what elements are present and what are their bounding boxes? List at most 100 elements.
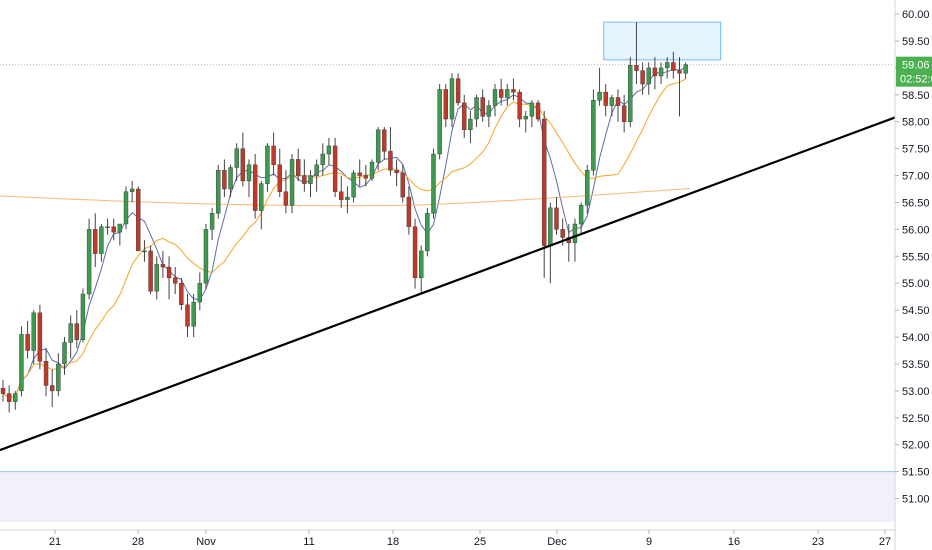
y-tick-label: 51.00 (902, 494, 930, 506)
candle-body (50, 385, 55, 392)
candle-body (222, 169, 227, 190)
candle-body (191, 301, 196, 327)
candle-body (652, 67, 658, 77)
candle-body (117, 223, 123, 233)
candle-body (671, 62, 676, 71)
y-tick-label: 52.50 (902, 413, 930, 425)
candle-body (498, 89, 504, 98)
x-tick-label: 28 (132, 536, 144, 548)
candle-body (314, 164, 319, 176)
candle-body (62, 342, 67, 365)
candle-body (13, 393, 18, 402)
candle-body (357, 172, 362, 176)
y-tick-label: 55.50 (902, 251, 930, 263)
y-tick-label: 57.00 (902, 171, 930, 183)
y-tick-label: 58.00 (902, 117, 930, 129)
candle-body (0, 387, 6, 394)
candle-body (6, 393, 12, 402)
candle-body (56, 363, 61, 392)
candle-body (634, 65, 639, 71)
candle-body (136, 188, 141, 252)
candle-body (111, 226, 116, 233)
candle-body (129, 188, 135, 192)
price-badges-layer: 59.06 02:52:06 (896, 56, 932, 87)
candle-body (166, 266, 172, 279)
candle-body (603, 91, 608, 106)
candle-body (425, 213, 430, 252)
candle-body (591, 100, 596, 171)
last-price-badge (896, 56, 932, 87)
candle-body (320, 153, 325, 165)
candle-body (406, 196, 412, 227)
candle-body (25, 334, 30, 351)
candle-body (449, 78, 455, 120)
candle-body (375, 129, 381, 163)
x-tick-label: 23 (812, 536, 824, 548)
candle-body (308, 175, 313, 184)
candle-body (683, 64, 688, 74)
x-tick-label: 18 (387, 536, 399, 548)
candle-body (578, 204, 584, 225)
candle-body (363, 175, 369, 179)
candle-body (37, 312, 43, 362)
candle-body (240, 148, 246, 182)
y-tick-label: 55.00 (902, 278, 930, 290)
countdown-timer: 02:52:06 (900, 74, 932, 86)
candle-body (296, 159, 301, 176)
candle-body (154, 264, 159, 292)
candle-body (203, 229, 209, 284)
candle-body (621, 105, 627, 122)
candle-body (492, 89, 498, 106)
x-tick-label: 11 (303, 536, 314, 548)
candle-body (455, 78, 461, 104)
candle-body (197, 283, 203, 303)
candle-body (148, 250, 153, 292)
candle-body (339, 191, 344, 200)
candle-body (609, 97, 615, 106)
candle-body (382, 129, 387, 152)
candle-body (283, 191, 289, 206)
candle-body (43, 361, 49, 386)
moving-averages-layer (0, 67, 691, 399)
candle-body (105, 226, 110, 228)
candle-body (615, 97, 621, 106)
candle-body (572, 223, 578, 244)
y-tick-label: 53.00 (902, 386, 930, 398)
x-tick-label: 21 (49, 536, 61, 548)
candle-body (265, 145, 270, 184)
candle-body (86, 229, 92, 295)
candle-body (68, 323, 73, 343)
candle-body (523, 116, 528, 120)
x-tick-label: Nov (196, 536, 216, 548)
y-tick-label: 54.00 (902, 332, 930, 344)
candle-body (511, 89, 516, 93)
candle-body (505, 89, 510, 98)
ma-mid-line (2, 78, 686, 399)
candle-body (535, 102, 541, 120)
y-tick-label: 53.50 (902, 359, 930, 371)
candle-body (246, 164, 252, 182)
candle-body (99, 226, 104, 254)
candle-body (462, 102, 467, 131)
candle-body (271, 145, 276, 165)
candle-body (326, 145, 332, 155)
candle-body (332, 145, 338, 192)
y-tick-label: 59.50 (902, 36, 930, 48)
candle-body (19, 334, 24, 392)
candle-body (93, 229, 98, 254)
candle-body (529, 102, 535, 117)
candle-body (345, 196, 350, 200)
y-tick-label: 56.00 (902, 224, 930, 236)
candle-body (216, 169, 221, 214)
candle-body (597, 91, 602, 101)
resistance-zone (603, 21, 722, 61)
candle-body (259, 183, 264, 211)
ma-slow-line (0, 188, 691, 207)
y-tick-label: 58.50 (902, 90, 930, 102)
support-zone (0, 471, 895, 522)
y-tick-label: 54.50 (902, 305, 930, 317)
candle-body (419, 250, 424, 279)
